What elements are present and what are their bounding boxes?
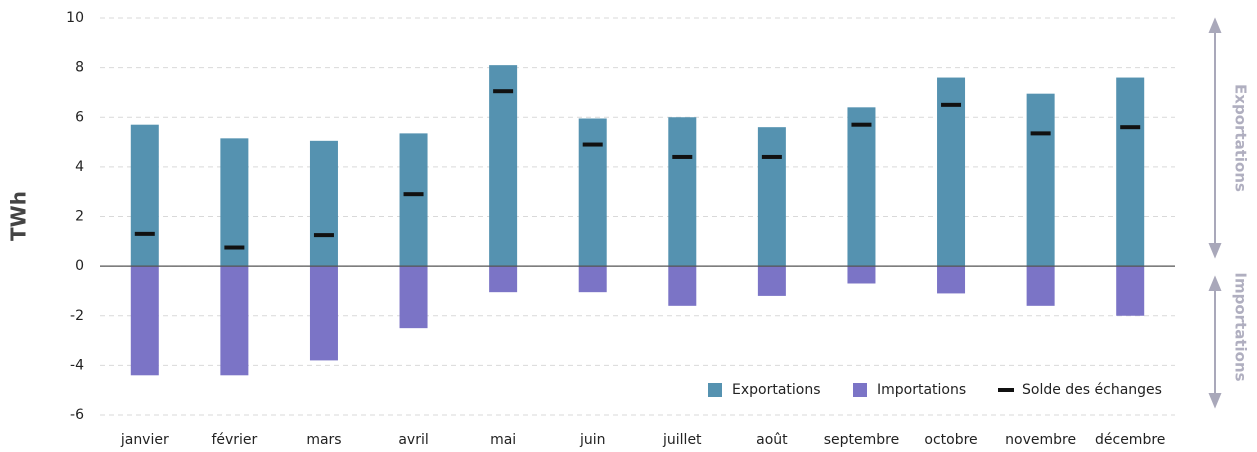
x-tick-label: avril bbox=[398, 432, 428, 448]
legend-swatch bbox=[998, 388, 1014, 392]
bar bbox=[578, 118, 607, 267]
x-tick-label: janvier bbox=[120, 432, 169, 448]
legend-label: Importations bbox=[877, 382, 966, 398]
bar bbox=[220, 138, 249, 267]
net-marker bbox=[1120, 125, 1141, 130]
y-tick-label: 6 bbox=[75, 109, 84, 125]
net-marker bbox=[403, 192, 424, 197]
net-marker bbox=[1030, 131, 1051, 136]
bar bbox=[130, 124, 159, 267]
x-tick-label: juin bbox=[579, 432, 606, 448]
bar bbox=[937, 77, 966, 267]
y-tick-label: -2 bbox=[70, 308, 84, 324]
bar bbox=[489, 65, 518, 267]
bar bbox=[578, 266, 607, 293]
bar bbox=[757, 266, 786, 296]
side-annotation: Importations bbox=[1232, 272, 1250, 381]
net-marker bbox=[582, 142, 603, 147]
bar bbox=[757, 127, 786, 267]
y-tick-label: 4 bbox=[75, 159, 84, 175]
net-marker bbox=[761, 154, 782, 159]
bar bbox=[309, 266, 338, 361]
side-arrows bbox=[1208, 17, 1222, 409]
net-marker bbox=[134, 231, 155, 236]
x-tick-label: septembre bbox=[824, 432, 899, 448]
x-tick-label: octobre bbox=[924, 432, 977, 448]
bar bbox=[130, 266, 159, 376]
legend-swatch bbox=[708, 383, 722, 397]
legend-label: Solde des échanges bbox=[1022, 382, 1162, 398]
y-axis-label: TWh bbox=[7, 191, 31, 241]
x-tick-label: février bbox=[211, 432, 257, 448]
bar bbox=[1116, 77, 1145, 267]
bar bbox=[1026, 266, 1055, 306]
bar bbox=[937, 266, 966, 294]
y-tick-label: 0 bbox=[75, 258, 84, 274]
net-marker bbox=[493, 89, 514, 94]
bar bbox=[220, 266, 249, 376]
bar bbox=[489, 266, 518, 293]
x-tick-label: mars bbox=[306, 432, 341, 448]
bar bbox=[399, 266, 428, 329]
legend-label: Exportations bbox=[732, 382, 821, 398]
net-marker bbox=[851, 122, 872, 127]
bar bbox=[668, 266, 697, 306]
bar bbox=[668, 117, 697, 267]
bar bbox=[847, 266, 876, 284]
y-tick-label: -6 bbox=[70, 407, 84, 423]
legend-swatch bbox=[853, 383, 867, 397]
y-tick-label: 10 bbox=[66, 10, 84, 26]
y-tick-label: -4 bbox=[70, 357, 84, 373]
side-annotation: Exportations bbox=[1232, 84, 1250, 192]
y-tick-label: 8 bbox=[75, 60, 84, 76]
x-tick-label: novembre bbox=[1005, 432, 1076, 448]
net-marker bbox=[672, 154, 693, 159]
y-tick-label: 2 bbox=[75, 209, 84, 225]
net-marker bbox=[224, 245, 245, 250]
x-tick-label: août bbox=[756, 432, 788, 448]
x-tick-label: décembre bbox=[1095, 432, 1165, 448]
net-marker bbox=[941, 102, 962, 107]
bar bbox=[1116, 266, 1145, 316]
net-marker bbox=[313, 233, 334, 238]
bar bbox=[309, 140, 338, 267]
bar bbox=[847, 107, 876, 267]
bar bbox=[399, 133, 428, 267]
bar bbox=[1026, 93, 1055, 267]
x-tick-label: mai bbox=[490, 432, 516, 448]
x-tick-label: juillet bbox=[662, 432, 702, 448]
